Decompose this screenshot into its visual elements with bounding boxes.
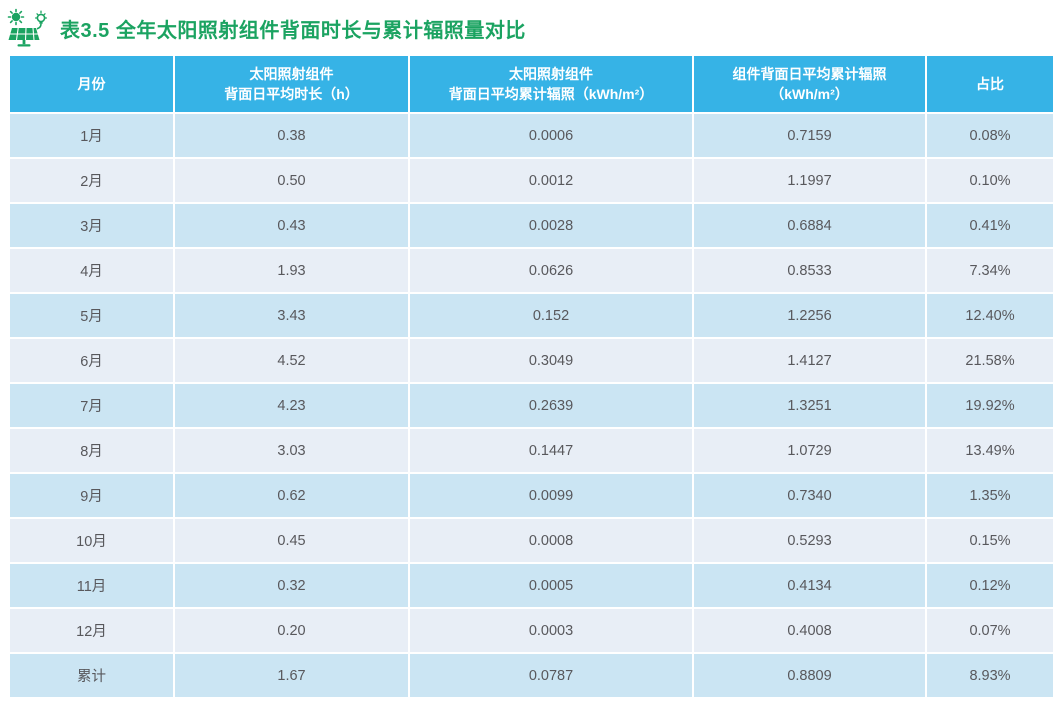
back-irradiance-cell: 0.1447 bbox=[408, 427, 694, 474]
month-cell: 11月 bbox=[8, 562, 175, 609]
hours-cell: 3.43 bbox=[173, 292, 410, 339]
ratio-cell: 7.34% bbox=[925, 247, 1055, 294]
table-row: 6月 4.52 0.3049 1.4127 21.58% bbox=[8, 337, 1055, 384]
month-cell: 3月 bbox=[8, 202, 175, 249]
month-cell: 累计 bbox=[8, 652, 175, 699]
table-row: 3月 0.43 0.0028 0.6884 0.41% bbox=[8, 202, 1055, 249]
avg-irradiance-cell: 0.5293 bbox=[692, 517, 927, 564]
table-row: 8月 3.03 0.1447 1.0729 13.49% bbox=[8, 427, 1055, 474]
table-header-row: 月份 太阳照射组件 背面日平均时长（h） 太阳照射组件 背面日平均累计辐照（kW… bbox=[8, 54, 1055, 114]
hours-cell: 1.93 bbox=[173, 247, 410, 294]
table-row: 12月 0.20 0.0003 0.4008 0.07% bbox=[8, 607, 1055, 654]
table-row: 4月 1.93 0.0626 0.8533 7.34% bbox=[8, 247, 1055, 294]
hours-cell: 0.50 bbox=[173, 157, 410, 204]
avg-irradiance-cell: 0.7340 bbox=[692, 472, 927, 519]
month-cell: 5月 bbox=[8, 292, 175, 339]
table-row: 累计 1.67 0.0787 0.8809 8.93% bbox=[8, 652, 1055, 699]
table-row: 1月 0.38 0.0006 0.7159 0.08% bbox=[8, 112, 1055, 159]
month-cell: 9月 bbox=[8, 472, 175, 519]
back-irradiance-cell: 0.0028 bbox=[408, 202, 694, 249]
month-cell: 2月 bbox=[8, 157, 175, 204]
month-cell: 8月 bbox=[8, 427, 175, 474]
table-row: 7月 4.23 0.2639 1.3251 19.92% bbox=[8, 382, 1055, 429]
table-body: 1月 0.38 0.0006 0.7159 0.08% 2月 0.50 0.00… bbox=[8, 112, 1055, 699]
hours-cell: 0.38 bbox=[173, 112, 410, 159]
month-cell: 12月 bbox=[8, 607, 175, 654]
month-cell: 4月 bbox=[8, 247, 175, 294]
ratio-cell: 0.15% bbox=[925, 517, 1055, 564]
back-irradiance-cell: 0.3049 bbox=[408, 337, 694, 384]
back-irradiance-cell: 0.0003 bbox=[408, 607, 694, 654]
ratio-cell: 0.07% bbox=[925, 607, 1055, 654]
ratio-cell: 19.92% bbox=[925, 382, 1055, 429]
hours-cell: 0.62 bbox=[173, 472, 410, 519]
month-cell: 1月 bbox=[8, 112, 175, 159]
back-irradiance-cell: 0.0012 bbox=[408, 157, 694, 204]
table-row: 11月 0.32 0.0005 0.4134 0.12% bbox=[8, 562, 1055, 609]
avg-irradiance-cell: 0.4008 bbox=[692, 607, 927, 654]
table-row: 10月 0.45 0.0008 0.5293 0.15% bbox=[8, 517, 1055, 564]
avg-irradiance-cell: 0.8809 bbox=[692, 652, 927, 699]
col-header-avg-cumulative-irradiance: 组件背面日平均累计辐照 （kWh/m²） bbox=[692, 54, 927, 114]
ratio-cell: 21.58% bbox=[925, 337, 1055, 384]
avg-irradiance-cell: 0.6884 bbox=[692, 202, 927, 249]
ratio-cell: 12.40% bbox=[925, 292, 1055, 339]
solar-panel-sun-bulb-icon bbox=[6, 8, 52, 48]
back-irradiance-cell: 0.0099 bbox=[408, 472, 694, 519]
ratio-cell: 13.49% bbox=[925, 427, 1055, 474]
avg-irradiance-cell: 1.3251 bbox=[692, 382, 927, 429]
hours-cell: 1.67 bbox=[173, 652, 410, 699]
ratio-cell: 0.10% bbox=[925, 157, 1055, 204]
hours-cell: 0.20 bbox=[173, 607, 410, 654]
hours-cell: 4.52 bbox=[173, 337, 410, 384]
avg-irradiance-cell: 1.0729 bbox=[692, 427, 927, 474]
ratio-cell: 1.35% bbox=[925, 472, 1055, 519]
ratio-cell: 8.93% bbox=[925, 652, 1055, 699]
hours-cell: 3.03 bbox=[173, 427, 410, 474]
irradiation-table: 月份 太阳照射组件 背面日平均时长（h） 太阳照射组件 背面日平均累计辐照（kW… bbox=[8, 54, 1055, 699]
col-header-ratio: 占比 bbox=[925, 54, 1055, 114]
avg-irradiance-cell: 1.1997 bbox=[692, 157, 927, 204]
table-row: 2月 0.50 0.0012 1.1997 0.10% bbox=[8, 157, 1055, 204]
ratio-cell: 0.08% bbox=[925, 112, 1055, 159]
hours-cell: 4.23 bbox=[173, 382, 410, 429]
back-irradiance-cell: 0.152 bbox=[408, 292, 694, 339]
col-header-month: 月份 bbox=[8, 54, 175, 114]
avg-irradiance-cell: 1.2256 bbox=[692, 292, 927, 339]
back-irradiance-cell: 0.0626 bbox=[408, 247, 694, 294]
avg-irradiance-cell: 0.7159 bbox=[692, 112, 927, 159]
avg-irradiance-cell: 0.4134 bbox=[692, 562, 927, 609]
hours-cell: 0.45 bbox=[173, 517, 410, 564]
back-irradiance-cell: 0.0006 bbox=[408, 112, 694, 159]
ratio-cell: 0.12% bbox=[925, 562, 1055, 609]
back-irradiance-cell: 0.0008 bbox=[408, 517, 694, 564]
month-cell: 7月 bbox=[8, 382, 175, 429]
back-irradiance-cell: 0.0787 bbox=[408, 652, 694, 699]
col-header-back-cumulative-irradiance: 太阳照射组件 背面日平均累计辐照（kWh/m²） bbox=[408, 54, 694, 114]
table-row: 5月 3.43 0.152 1.2256 12.40% bbox=[8, 292, 1055, 339]
table-title-bar: 表3.5 全年太阳照射组件背面时长与累计辐照量对比 bbox=[0, 0, 1061, 54]
col-header-daily-hours: 太阳照射组件 背面日平均时长（h） bbox=[173, 54, 410, 114]
hours-cell: 0.43 bbox=[173, 202, 410, 249]
back-irradiance-cell: 0.2639 bbox=[408, 382, 694, 429]
ratio-cell: 0.41% bbox=[925, 202, 1055, 249]
avg-irradiance-cell: 0.8533 bbox=[692, 247, 927, 294]
month-cell: 6月 bbox=[8, 337, 175, 384]
avg-irradiance-cell: 1.4127 bbox=[692, 337, 927, 384]
hours-cell: 0.32 bbox=[173, 562, 410, 609]
back-irradiance-cell: 0.0005 bbox=[408, 562, 694, 609]
month-cell: 10月 bbox=[8, 517, 175, 564]
table-row: 9月 0.62 0.0099 0.7340 1.35% bbox=[8, 472, 1055, 519]
page-title: 表3.5 全年太阳照射组件背面时长与累计辐照量对比 bbox=[60, 19, 526, 42]
